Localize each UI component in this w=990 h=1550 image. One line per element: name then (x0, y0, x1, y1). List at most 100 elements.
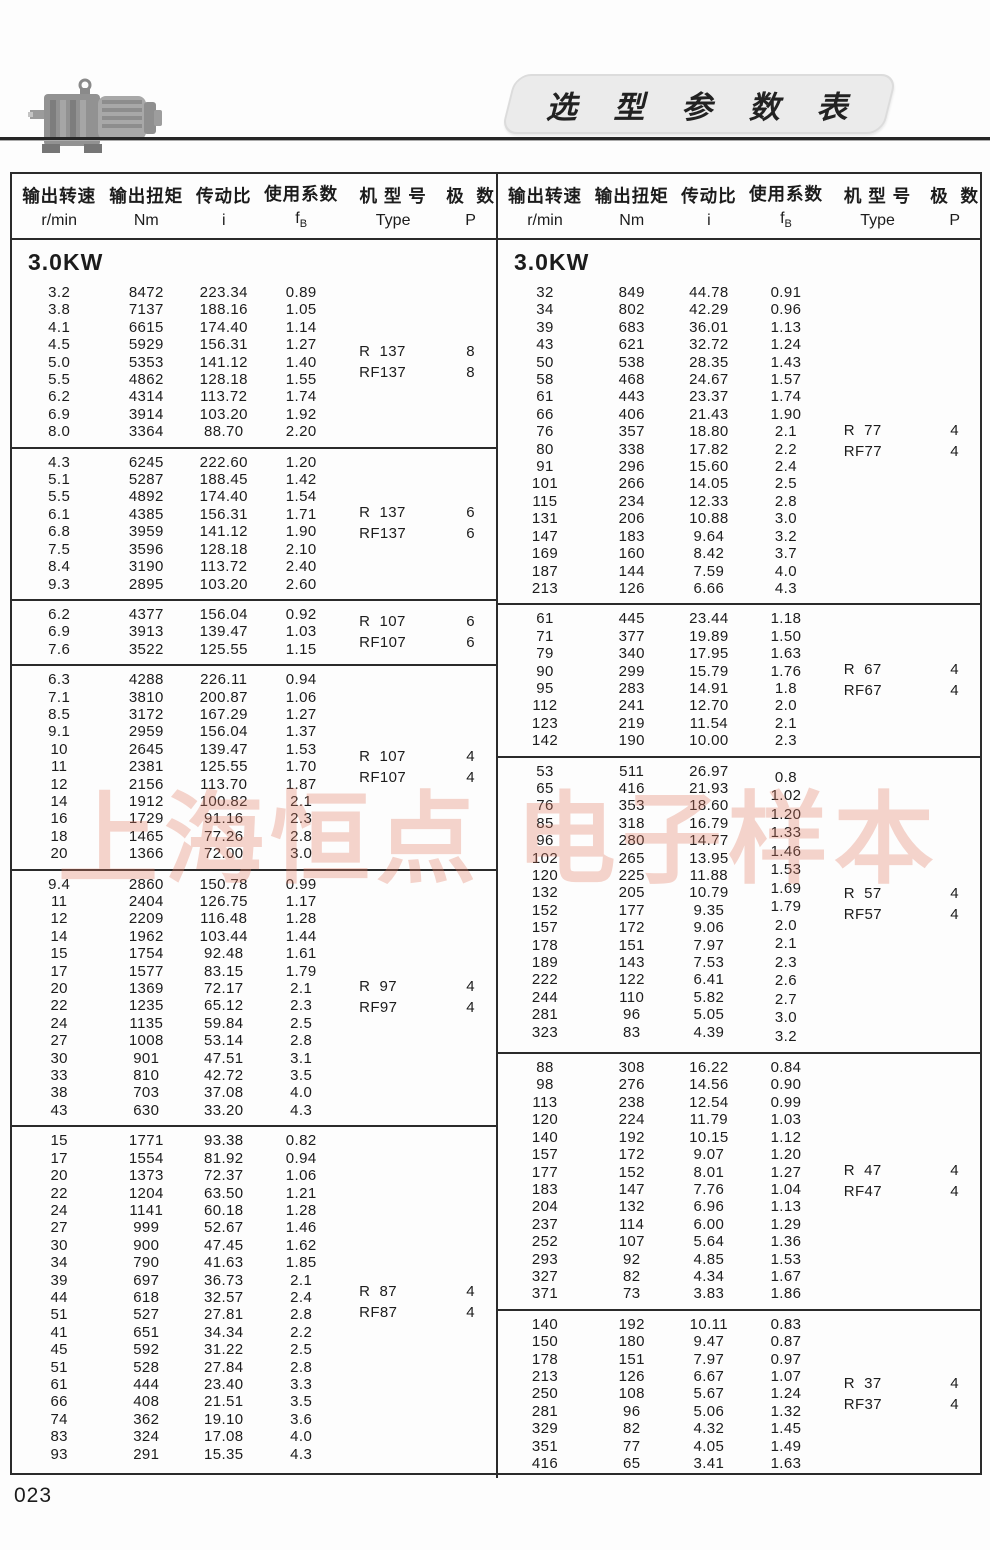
torque-cell-value: 151 (618, 1350, 645, 1368)
torque-cell-value: 6615 (128, 318, 164, 336)
speed-cell-value: 74 (50, 1410, 68, 1428)
factor-cell-value: 1.06 (285, 1167, 317, 1185)
ratio-cell-value: 7.97 (693, 936, 725, 954)
poles-cell-value: 4 (950, 1396, 960, 1414)
ratio-cell-value: 63.50 (203, 1184, 244, 1202)
torque-cell-value: 630 (133, 1101, 160, 1119)
factor-cell-value: 2.20 (285, 423, 317, 441)
factor-cell-value: 2.6 (774, 972, 797, 990)
torque-cell-value: 3172 (128, 705, 164, 723)
ratio-cell-value: 141.12 (199, 353, 248, 371)
ratio-cell-value: 5.82 (693, 988, 725, 1006)
factor-cell-value: 1.90 (285, 523, 317, 541)
factor-cell-value: 0.91 (770, 284, 802, 301)
speed-cell-value: 88 (536, 1059, 554, 1077)
torque-cell-value: 527 (133, 1306, 160, 1324)
torque-cell-value: 810 (133, 1067, 160, 1085)
speed-cell-value: 9.3 (48, 575, 71, 593)
speed-cell-value: 76 (536, 797, 554, 815)
torque-cell-value: 4862 (128, 371, 164, 389)
torque-cell-value: 2895 (128, 575, 164, 593)
torque-cell: 6245 5287 4892 4385 3959 3596 3190 2895 (106, 454, 186, 593)
torque-cell-value: 299 (618, 662, 645, 680)
factor-cell: 0.83 0.87 0.97 1.07 1.24 1.32 1.45 1.49 1.63 (746, 1316, 826, 1473)
speed-cell-value: 140 (531, 1315, 559, 1333)
factor-cell-value: 1.05 (285, 301, 317, 319)
table-section: 6.2 6.9 7.6 4377 3913 3522 156.04 139.47 125.55 0… (12, 601, 496, 667)
factor-cell-value: 3.2 (774, 527, 797, 545)
torque-cell-value: 3959 (128, 523, 164, 541)
col-header-poles: 极 数 P (930, 185, 980, 229)
speed-cell-value: 65 (536, 779, 554, 797)
ratio-cell-value: 126.75 (199, 893, 248, 910)
ratio-cell-value: 139.47 (199, 740, 248, 758)
ratio-cell-value: 34.34 (203, 1323, 244, 1341)
poles-cell-value: 4 (950, 885, 960, 903)
speed-cell-value: 76 (536, 423, 554, 441)
ratio-cell-value: 103.20 (199, 405, 248, 423)
type-cell: R 107 RF107 (341, 606, 445, 658)
speed-cell: 32 34 39 43 50 58 61 66 76 80 91 101 115 131 147 169 187… (498, 284, 592, 597)
factor-cell-value: 1.04 (770, 1180, 802, 1198)
ratio-cell-value: 188.45 (199, 471, 248, 489)
ratio-cell-value: 5.67 (693, 1385, 725, 1403)
poles-cell-value: 4 (466, 768, 475, 786)
speed-cell-value: 58 (536, 371, 554, 389)
factor-cell-value: 3.1 (290, 1049, 313, 1067)
ratio-cell-value: 4.85 (693, 1250, 725, 1268)
speed-cell-value: 27 (50, 1219, 68, 1237)
ratio-cell: 44.78 42.29 36.01 32.72 28.35 24.67 23.37 21.43… (672, 284, 747, 597)
torque-cell-value: 206 (618, 510, 645, 528)
factor-cell-value: 3.2 (774, 1027, 797, 1045)
ratio-cell-value: 72.00 (203, 845, 244, 863)
type-cell-value: R 107 (359, 613, 406, 631)
ratio-cell: 23.44 19.89 17.95 15.79 14.91 12.70 11.54 10.00 (672, 610, 747, 749)
poles-cell-value: 4 (466, 999, 475, 1017)
speed-cell-value: 281 (531, 1402, 559, 1420)
ratio-cell-value: 21.43 (689, 405, 729, 423)
ratio-cell-value: 24.67 (689, 371, 729, 389)
ratio-cell-value: 23.40 (203, 1375, 244, 1393)
table-header-right: 输出转速 r/min 输出扭矩 Nm 传动比 i 使用系数 fB 机 型 号 (496, 174, 980, 238)
speed-cell-value: 113 (532, 1093, 558, 1111)
speed-cell-value: 178 (531, 936, 559, 954)
ratio-cell-value: 28.35 (689, 353, 729, 371)
factor-cell-value: 2.7 (774, 990, 797, 1008)
ratio-cell-value: 31.22 (203, 1341, 244, 1359)
speed-cell: 88 98 113 120 140 157 177 183 204 237 252 293 327 371 (498, 1059, 592, 1303)
torque-cell-value: 73 (622, 1285, 641, 1303)
factor-cell-value: 2.3 (290, 810, 313, 828)
speed-cell-value: 293 (531, 1250, 559, 1268)
factor-cell-value: 1.12 (770, 1128, 802, 1146)
speed-cell-value: 85 (536, 814, 554, 832)
speed-cell-value: 177 (531, 1163, 559, 1181)
factor-cell-value: 2.1 (774, 423, 797, 441)
torque-cell-value: 2381 (128, 758, 164, 776)
factor-cell-value: 1.76 (770, 662, 802, 680)
ratio-cell-value: 11.79 (689, 1111, 729, 1129)
factor-cell-value: 1.27 (285, 336, 317, 354)
speed-cell-value: 20 (50, 845, 68, 863)
ratio-cell-value: 21.93 (689, 779, 729, 797)
type-cell-value: RF107 (359, 634, 407, 652)
factor-cell: 0.84 0.90 0.99 1.03 1.12 1.20 1.27 1.04 1.13 1.29… (746, 1059, 826, 1303)
speed-cell-value: 71 (536, 627, 554, 645)
type-cell: R 47 RF47 (826, 1059, 930, 1303)
torque-cell-value: 324 (133, 1428, 160, 1446)
factor-cell-value: 1.33 (770, 824, 802, 842)
speed-cell-value: 45 (50, 1341, 68, 1359)
speed-cell-value: 157 (531, 919, 559, 937)
speed-cell-value: 51 (50, 1358, 68, 1376)
factor-cell-value: 2.2 (774, 440, 797, 458)
ratio-cell: 16.22 14.56 12.54 11.79 10.15 9.07 8.01 7.76 6.9… (672, 1059, 747, 1303)
torque-cell-value: 172 (618, 1146, 645, 1164)
factor-cell-value: 1.57 (770, 371, 802, 389)
ratio-cell-value: 9.35 (693, 901, 725, 919)
torque-cell: 511 416 353 318 280 265 225 205 177 172 151 143 122 1… (592, 763, 672, 1047)
col-header-factor: 使用系数 fB (264, 184, 339, 231)
factor-cell-value: 2.0 (774, 916, 797, 934)
speed-cell-value: 213 (531, 579, 559, 597)
col-header-ratio: 传动比 i (195, 185, 252, 229)
ratio-cell-value: 113.72 (200, 558, 248, 576)
